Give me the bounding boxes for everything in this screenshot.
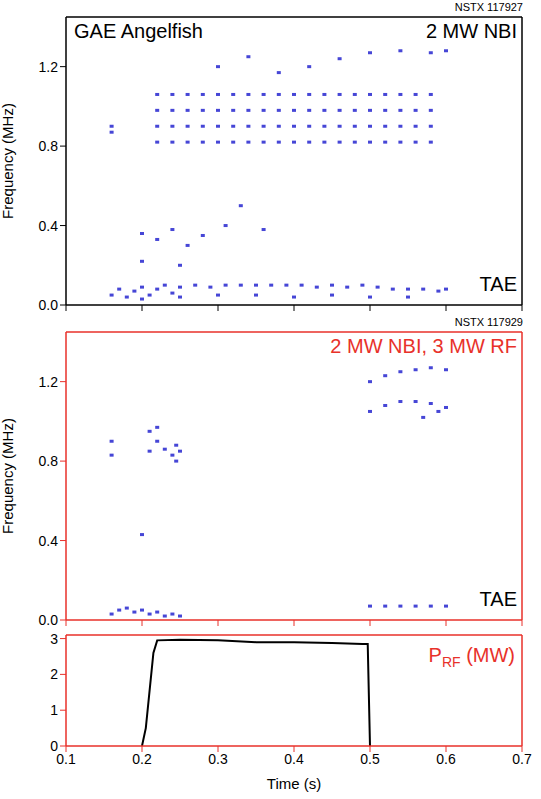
- svg-text:Frequency (MHz): Frequency (MHz): [0, 103, 16, 219]
- html-text:NSTX 117927: NSTX 117927: [454, 1, 523, 13]
- html-text:PRF(MW): PRF(MW): [428, 644, 515, 670]
- svg-text:1: 1: [50, 702, 58, 718]
- svg-text:0.0: 0.0: [39, 297, 59, 313]
- svg-text:0.1: 0.1: [56, 751, 76, 767]
- svg-text:0.8: 0.8: [39, 453, 59, 469]
- svg-text:1.2: 1.2: [39, 59, 59, 75]
- svg-text:2: 2: [50, 666, 58, 682]
- svg-text:0.8: 0.8: [39, 138, 59, 154]
- svg-text:0.3: 0.3: [208, 751, 228, 767]
- svg-text:1.2: 1.2: [39, 374, 59, 390]
- svg-text:0.6: 0.6: [436, 751, 456, 767]
- html-text:2 MW NBI, 3 MW RF: 2 MW NBI, 3 MW RF: [330, 335, 517, 357]
- svg-text:Frequency (MHz): Frequency (MHz): [0, 418, 16, 534]
- svg-text:0: 0: [50, 738, 58, 754]
- svg-text:0.4: 0.4: [39, 533, 59, 549]
- html-text:GAE Angelfish: GAE Angelfish: [74, 20, 203, 42]
- html-text:TAE: TAE: [479, 273, 517, 295]
- svg-text:3: 3: [50, 631, 58, 647]
- html-text:NSTX 117929: NSTX 117929: [454, 316, 523, 328]
- svg-text:0.2: 0.2: [132, 751, 152, 767]
- svg-text:0.0: 0.0: [39, 612, 59, 628]
- svg-text:0.4: 0.4: [39, 218, 59, 234]
- html-text:2 MW NBI: 2 MW NBI: [425, 20, 517, 42]
- html-text:TAE: TAE: [479, 588, 517, 610]
- svg-text:0.5: 0.5: [360, 751, 380, 767]
- svg-text:0.7: 0.7: [512, 751, 532, 767]
- svg-text:Time (s): Time (s): [267, 775, 321, 792]
- svg-text:0.4: 0.4: [284, 751, 304, 767]
